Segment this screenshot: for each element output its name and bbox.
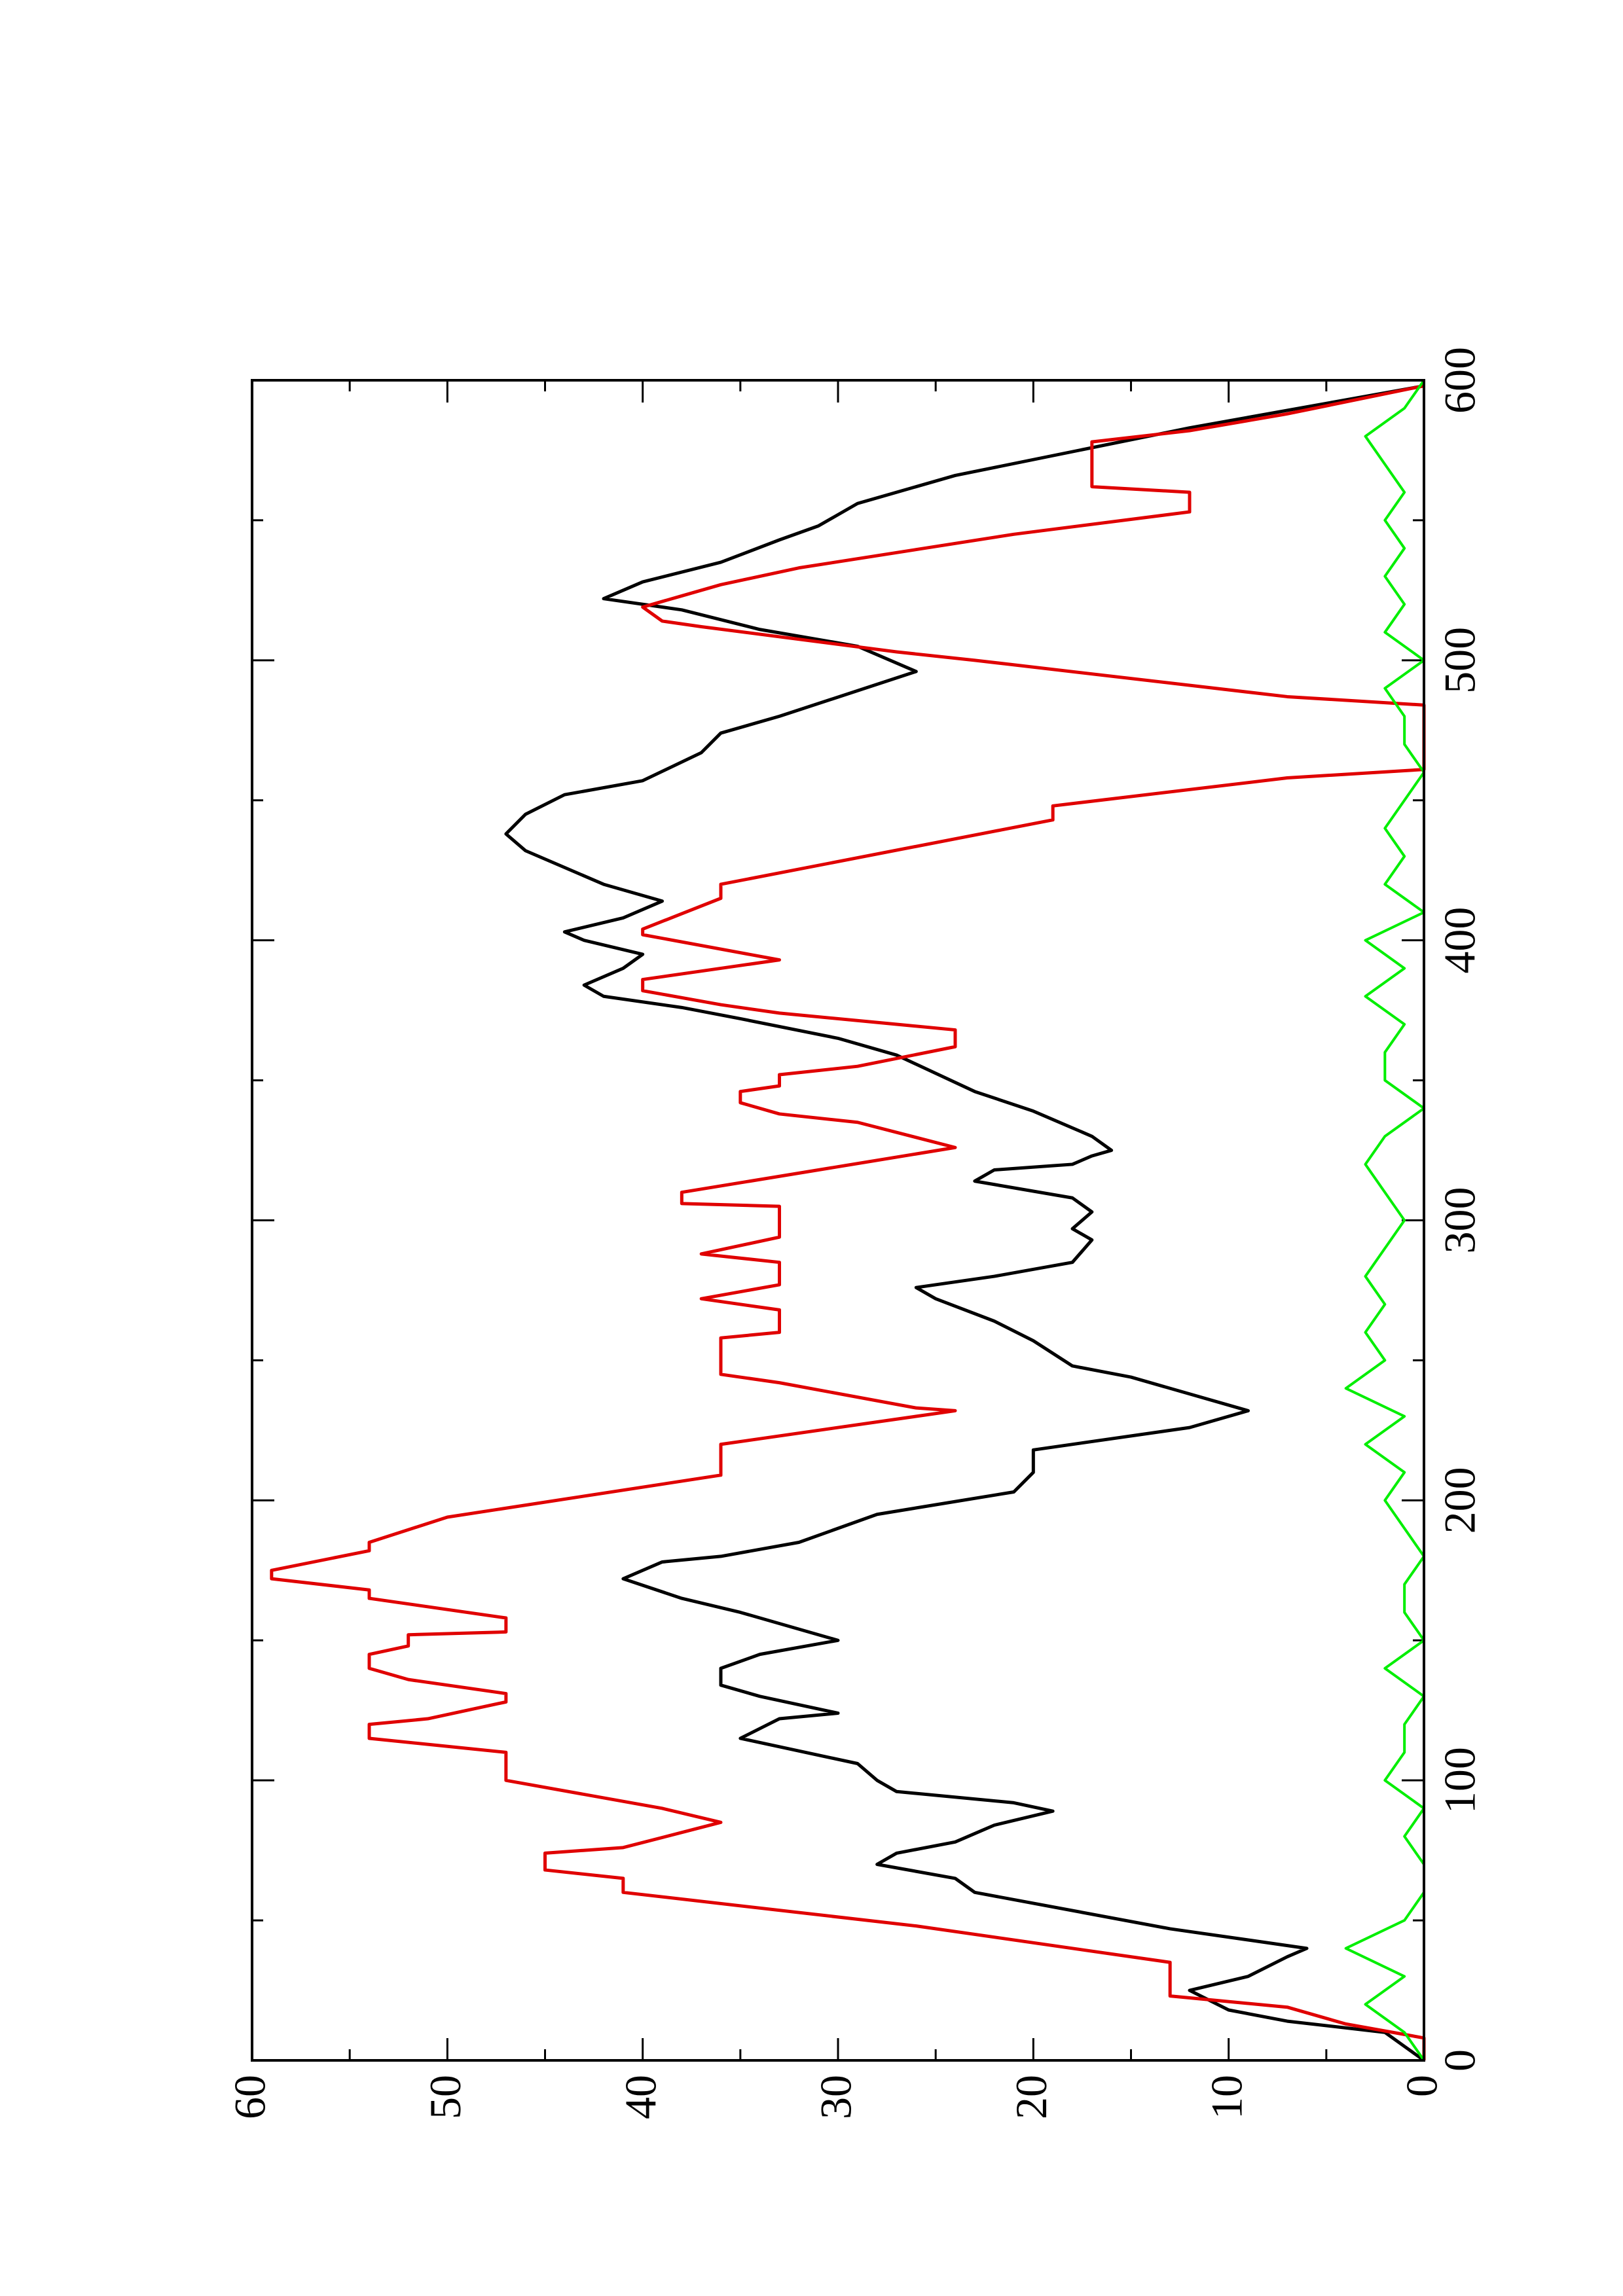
x-tick-label: 200 <box>1435 1467 1485 1534</box>
x-tick-label: 0 <box>1435 2049 1485 2072</box>
x-tick-label: 300 <box>1435 1187 1485 1254</box>
y-tick-label: 30 <box>811 2075 861 2119</box>
series-line <box>270 384 1426 2060</box>
y-tick-label: 40 <box>615 2075 665 2119</box>
x-tick-label: 100 <box>1435 1747 1485 1814</box>
y-tick-label: 60 <box>225 2075 275 2119</box>
y-tick-label: 0 <box>1397 2075 1447 2097</box>
x-tick-label: 500 <box>1435 627 1485 694</box>
y-tick-label: 50 <box>420 2075 470 2119</box>
rotated-chart: 0 100 200 300 400 500 600 0 10 20 30 40 50 60 <box>225 347 1485 2119</box>
series-line <box>504 384 1425 2062</box>
x-tick-label: 600 <box>1435 347 1485 414</box>
x-tick-label: 400 <box>1435 907 1485 974</box>
plot-frame <box>251 379 1425 2062</box>
y-tick-label: 10 <box>1201 2075 1251 2119</box>
y-tick-label: 20 <box>1006 2075 1056 2119</box>
